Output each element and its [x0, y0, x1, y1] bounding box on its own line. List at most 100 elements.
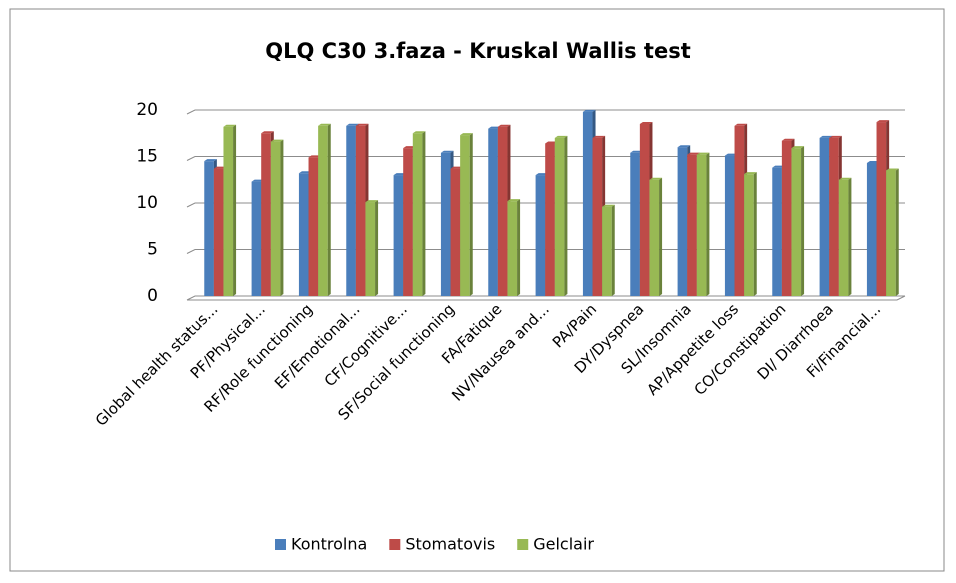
bar-side: [706, 152, 710, 296]
bar-top: [460, 133, 473, 136]
bar-top: [649, 177, 663, 180]
bar: [507, 199, 521, 296]
bar-top: [213, 166, 227, 169]
bar-top: [204, 159, 217, 162]
bar: [412, 131, 426, 296]
bar-front: [791, 148, 802, 296]
bar-front: [393, 175, 404, 296]
bar-front: [507, 201, 518, 296]
legend-label: Gelclair: [533, 535, 594, 554]
bar-front: [866, 163, 877, 296]
bar-top: [488, 126, 501, 129]
bar-front: [450, 168, 461, 296]
bar-front: [497, 126, 508, 297]
bar-top: [403, 146, 416, 149]
bar: [886, 168, 899, 296]
bar-top: [440, 150, 454, 153]
bar-front: [535, 175, 546, 296]
bar-top: [507, 199, 521, 202]
bar-front: [412, 133, 423, 296]
bar-front: [876, 122, 887, 296]
bar-side: [848, 177, 852, 296]
bar-top: [346, 123, 359, 126]
bar-front: [829, 137, 839, 296]
bar-front: [772, 167, 782, 296]
bar-top: [497, 124, 511, 127]
bar-front: [592, 137, 603, 296]
bar-front: [554, 137, 565, 296]
bar-top: [535, 173, 549, 176]
bar-front: [204, 161, 214, 296]
bar-top: [582, 109, 596, 112]
bar-top: [545, 141, 558, 144]
bar-side: [753, 172, 757, 296]
bar-top: [630, 150, 643, 153]
bar-front: [440, 152, 451, 296]
legend-label: Stomatovis: [405, 535, 495, 554]
bar: [744, 172, 757, 296]
bar-top: [298, 171, 312, 174]
bar-top: [829, 135, 842, 138]
bar-front: [308, 157, 319, 296]
bar-front: [724, 155, 735, 296]
bar-top: [318, 123, 331, 126]
bar-front: [298, 173, 309, 296]
bar-front: [213, 168, 224, 296]
bar: [696, 152, 710, 296]
legend-swatch: [517, 539, 529, 550]
bar-side: [895, 168, 899, 296]
bar-front: [355, 125, 366, 296]
bar-front: [223, 126, 234, 297]
bar-side: [375, 200, 379, 296]
bar-front: [838, 179, 849, 296]
bar-front: [639, 123, 650, 296]
bar-top: [876, 120, 890, 123]
bar-front: [630, 152, 640, 296]
bar-front: [251, 181, 262, 296]
bar-front: [696, 154, 707, 296]
bar: [791, 146, 805, 296]
legend-swatch: [275, 539, 286, 550]
bar-front: [886, 170, 896, 296]
bar-front: [460, 135, 470, 296]
bar-top: [687, 152, 700, 155]
bar-top: [554, 135, 568, 138]
bar-front: [403, 148, 413, 296]
y-tick-label: 10: [136, 193, 158, 213]
bar-front: [819, 137, 830, 296]
bar-top: [412, 131, 426, 134]
bar-top: [592, 135, 606, 138]
bar-top: [781, 138, 795, 141]
bar-top: [270, 139, 284, 142]
bar-top: [886, 168, 899, 171]
bar-top: [696, 152, 710, 155]
bar-top: [261, 131, 274, 134]
bar-side: [611, 204, 615, 296]
grid-line: [186, 295, 905, 301]
bar-top: [355, 123, 369, 126]
bar-top: [744, 172, 757, 175]
bar-top: [819, 135, 833, 138]
bar-top: [365, 200, 379, 203]
bar-top: [838, 177, 852, 180]
bar-side: [659, 177, 663, 296]
bar: [602, 204, 615, 296]
bar: [554, 135, 568, 296]
grid-line: [186, 156, 905, 161]
bar-front: [365, 202, 376, 296]
bar-side: [327, 123, 331, 296]
bar-front: [261, 133, 271, 296]
bar-front: [582, 111, 593, 296]
bar-top: [724, 153, 738, 156]
bar-front: [677, 147, 688, 296]
bar-front: [488, 128, 498, 296]
bar-top: [791, 146, 805, 149]
bar: [460, 133, 473, 296]
bar-side: [233, 124, 237, 297]
bar-top: [866, 161, 880, 164]
bar: [318, 123, 331, 296]
grid-line: [186, 249, 905, 254]
x-axis-floor: [187, 295, 906, 301]
grid-line: [186, 202, 905, 208]
bar-side: [469, 133, 473, 296]
